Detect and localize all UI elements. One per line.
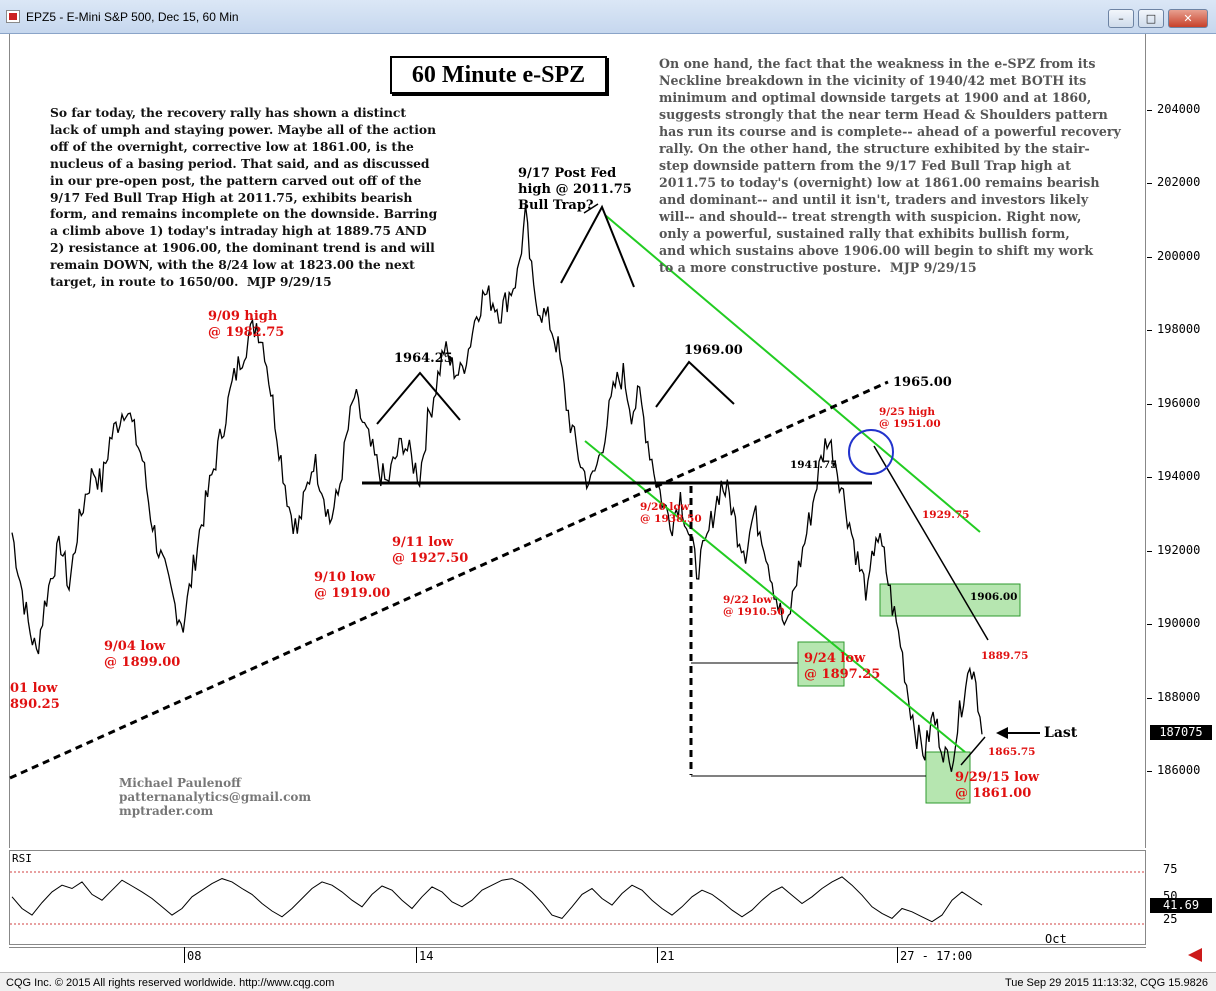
short-term-downtrend	[873, 445, 989, 641]
x-tick-label: Oct	[1045, 932, 1067, 946]
time-axis	[9, 947, 1146, 965]
long-term-trendline	[9, 380, 889, 780]
fed-high-pointer	[583, 203, 599, 214]
window-title: EPZ5 - E-Mini S&P 500, Dec 15, 60 Min	[26, 10, 239, 24]
y-tick-mark	[1147, 477, 1152, 479]
price-chart-panel[interactable]	[9, 34, 1146, 848]
x-tick-label: 21	[660, 949, 675, 963]
lower-channel-line	[584, 440, 966, 753]
y-tick-label: 192000	[1157, 542, 1201, 557]
label-sep24-low: 9/24 low @ 1897.25	[804, 651, 881, 682]
status-copyright: CQG Inc. © 2015 All rights reserved worl…	[6, 977, 335, 989]
y-tick-mark	[1147, 330, 1152, 332]
status-bar: CQG Inc. © 2015 All rights reserved worl…	[0, 972, 1216, 991]
label-sep01-low: 01 low 890.25	[10, 681, 60, 712]
rsi-tick-label: 75	[1163, 862, 1178, 876]
x-tick-label: 14	[419, 949, 434, 963]
right-commentary: On one hand, the fact that the weakness …	[659, 56, 1121, 275]
label-1929: 1929.75	[922, 509, 970, 521]
author-credit: Michael Paulenoff patternanalytics@gmail…	[119, 776, 312, 818]
price-series	[11, 205, 983, 772]
label-sep10-low: 9/10 low @ 1919.00	[314, 570, 391, 601]
label-sep20-low: 9/20 low @ 1938.50	[640, 501, 702, 525]
rsi-label: RSI	[12, 852, 32, 865]
y-tick-mark	[1147, 550, 1152, 552]
label-right-shoulder: 1969.00	[684, 343, 743, 358]
label-1906: 1906.00	[970, 591, 1018, 603]
rsi-line	[11, 876, 983, 923]
y-tick-label: 194000	[1157, 469, 1201, 484]
upper-channel-line	[604, 214, 981, 533]
y-tick-mark	[1147, 771, 1152, 772]
label-sep09-high: 9/09 high @ 1982.75	[208, 309, 285, 340]
window-titlebar: EPZ5 - E-Mini S&P 500, Dec 15, 60 Min – …	[0, 0, 1216, 34]
y-tick-label: 186000	[1157, 763, 1201, 777]
label-sep11-low: 9/11 low @ 1927.50	[392, 535, 469, 566]
label-1865: 1865.75	[988, 746, 1036, 758]
sep29-low-box	[925, 751, 971, 804]
sep24-low-box	[797, 641, 845, 687]
y-tick-mark	[1147, 110, 1152, 111]
y-tick-label: 202000	[1157, 175, 1201, 190]
minimize-button[interactable]: –	[1108, 9, 1134, 28]
y-tick-mark	[1147, 697, 1152, 699]
scroll-left-arrow-icon[interactable]	[1188, 948, 1202, 962]
y-tick-label: 188000	[1157, 689, 1201, 704]
resistance-1906-box	[879, 583, 1021, 617]
x-tick-mark	[184, 947, 185, 963]
label-trendline-1965: 1965.00	[893, 375, 952, 390]
label-sep04-low: 9/04 low @ 1899.00	[104, 639, 181, 670]
last-arrow-head-icon	[996, 727, 1008, 739]
label-fed-high: 9/17 Post Fed high @ 2011.75 Bull Trap?	[518, 166, 632, 213]
price-line	[11, 205, 983, 772]
label-sep29-low: 9/29/15 low @ 1861.00	[955, 770, 1040, 801]
y-tick-mark	[1147, 403, 1152, 405]
y-tick-label: 204000	[1157, 102, 1201, 116]
chart-title: 60 Minute e-SPZ	[390, 56, 607, 94]
label-last: Last	[1044, 725, 1078, 741]
head-peak	[560, 204, 635, 288]
label-left-shoulder: 1964.25	[394, 351, 453, 366]
last-price-badge: 187075	[1150, 725, 1212, 740]
close-button[interactable]: ✕	[1168, 9, 1208, 28]
sep25-high-circle	[848, 429, 894, 475]
y-tick-mark	[1147, 256, 1152, 258]
y-tick-label: 190000	[1157, 616, 1201, 631]
rsi-tick-label: 25	[1163, 912, 1178, 926]
x-tick-mark	[657, 947, 658, 963]
x-tick-label: 08	[187, 949, 202, 963]
y-tick-label: 198000	[1157, 322, 1201, 337]
y-tick-mark	[1147, 624, 1152, 626]
rsi-value-badge: 41.69	[1150, 898, 1212, 913]
label-sep25-high: 9/25 high @ 1951.00	[879, 406, 941, 430]
last-pointer-line	[960, 736, 986, 766]
label-1889: 1889.75	[981, 650, 1029, 662]
maximize-button[interactable]: □	[1138, 9, 1164, 28]
x-tick-label: 27 - 17:00	[900, 949, 973, 963]
y-tick-label: 196000	[1157, 395, 1201, 410]
right-shoulder-peak	[655, 360, 735, 408]
y-tick-label: 200000	[1157, 248, 1201, 263]
label-sep22-low: 9/22 low @ 1910.50	[723, 594, 785, 618]
rsi-panel[interactable]	[9, 850, 1146, 945]
app-icon	[6, 10, 20, 23]
x-tick-mark	[416, 947, 417, 963]
y-tick-mark	[1147, 183, 1152, 185]
x-tick-mark	[897, 947, 898, 963]
status-timestamp: Tue Sep 29 2015 11:13:32, CQG 15.9826	[1004, 977, 1208, 989]
left-shoulder-peak	[376, 371, 461, 425]
rsi-series	[11, 876, 983, 923]
left-commentary: So far today, the recovery rally has sho…	[50, 105, 438, 290]
label-neckline-1941: 1941.75	[790, 459, 838, 471]
price-axis	[1147, 34, 1216, 945]
